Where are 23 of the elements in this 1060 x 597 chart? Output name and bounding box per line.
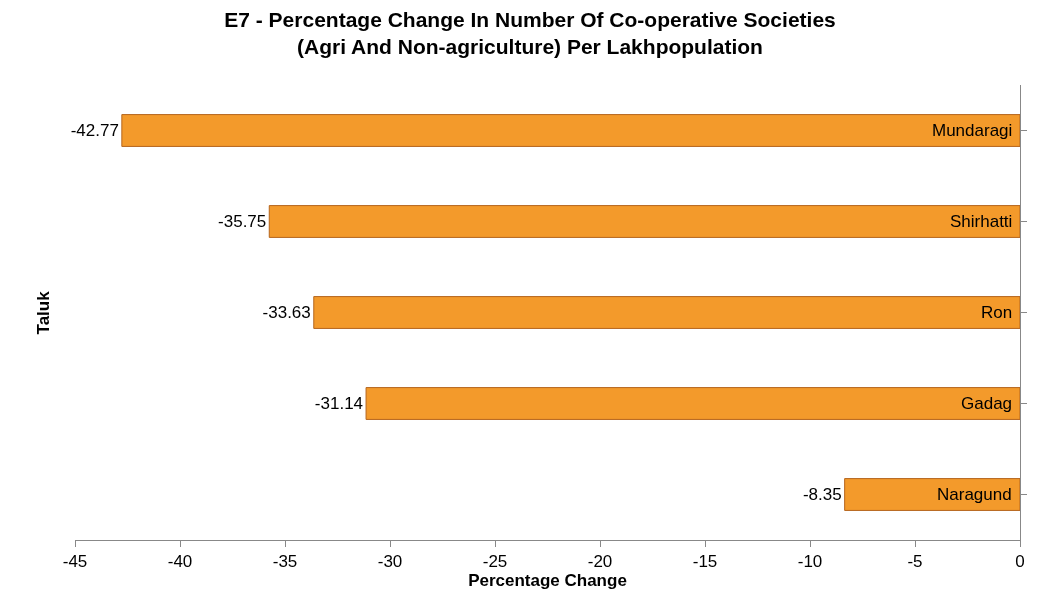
- y-tick-label: Ron: [981, 303, 1013, 322]
- data-label: -8.35: [802, 485, 842, 505]
- x-axis-title: Percentage Change: [468, 571, 627, 591]
- x-tick-label: -35: [272, 552, 298, 572]
- x-tick-label: -5: [907, 552, 923, 572]
- x-tick-label: -25: [482, 552, 508, 572]
- y-tick-label: Shirhatti: [950, 212, 1013, 231]
- x-tick-label: 0: [1015, 552, 1025, 572]
- chart-title: E7 - Percentage Change In Number Of Co-operative Societies (Agri And Non-agriculture) Per Lakhpopulation: [224, 7, 836, 59]
- x-tick-label: -30: [377, 552, 403, 572]
- x-tick-label: -10: [797, 552, 823, 572]
- data-label: -31.14: [314, 394, 364, 414]
- y-axis-title: Taluk: [34, 290, 54, 335]
- x-tick-label: -15: [692, 552, 718, 572]
- y-tick-label: Gadag: [961, 394, 1013, 413]
- data-label: -33.63: [262, 303, 311, 323]
- data-label: -35.75: [218, 212, 267, 231]
- data-label: -42.77: [70, 121, 119, 141]
- y-tick-label: Mundaragi: [932, 121, 1013, 140]
- x-tick-label: -40: [167, 552, 193, 572]
- y-tick-label: Naragund: [937, 485, 1012, 504]
- x-tick-label: -20: [587, 552, 613, 572]
- x-tick-label: -45: [62, 552, 88, 572]
